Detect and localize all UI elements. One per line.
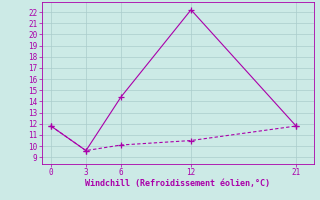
X-axis label: Windchill (Refroidissement éolien,°C): Windchill (Refroidissement éolien,°C) [85, 179, 270, 188]
